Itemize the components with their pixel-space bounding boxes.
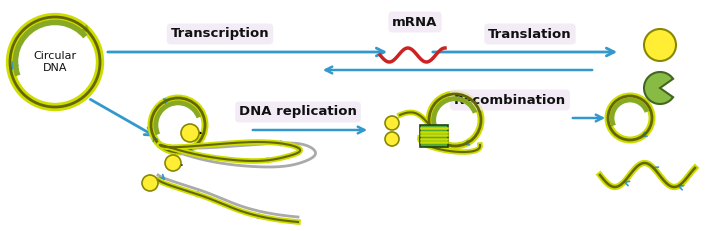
Wedge shape (644, 72, 673, 104)
Text: mRNA: mRNA (392, 15, 438, 28)
Text: Recombination: Recombination (454, 94, 566, 106)
Text: Translation: Translation (488, 27, 572, 40)
Text: Transcription: Transcription (171, 27, 269, 40)
Text: DNA replication: DNA replication (239, 106, 357, 119)
Text: Circular
DNA: Circular DNA (33, 51, 77, 73)
Circle shape (385, 132, 399, 146)
Circle shape (165, 155, 181, 171)
Circle shape (181, 124, 199, 142)
Circle shape (142, 175, 158, 191)
Circle shape (644, 29, 676, 61)
Bar (420, 125, 448, 147)
Circle shape (385, 116, 399, 130)
